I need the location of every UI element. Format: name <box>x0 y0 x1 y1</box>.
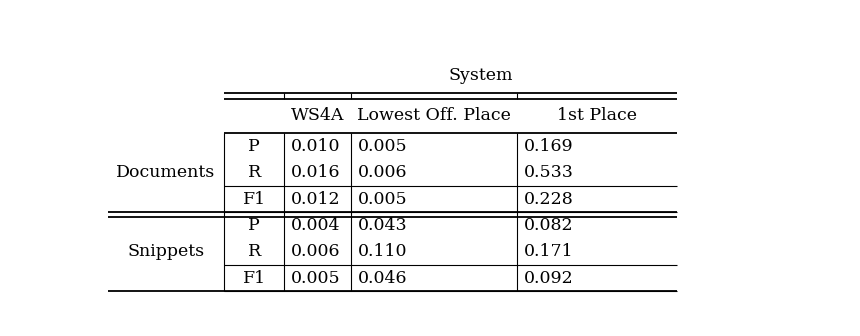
Text: 0.016: 0.016 <box>291 164 341 181</box>
Text: WS4A: WS4A <box>291 108 344 125</box>
Text: 0.169: 0.169 <box>524 138 574 155</box>
Text: 0.010: 0.010 <box>291 138 341 155</box>
Text: P: P <box>249 217 260 234</box>
Text: 0.006: 0.006 <box>358 164 407 181</box>
Text: 0.043: 0.043 <box>358 217 407 234</box>
Text: 0.046: 0.046 <box>358 269 407 287</box>
Text: 0.005: 0.005 <box>358 138 407 155</box>
Text: 1st Place: 1st Place <box>557 108 637 125</box>
Text: F1: F1 <box>243 191 266 208</box>
Text: 0.110: 0.110 <box>358 243 407 260</box>
Text: System: System <box>449 67 513 84</box>
Text: Documents: Documents <box>116 164 216 181</box>
Text: 0.228: 0.228 <box>524 191 574 208</box>
Text: 0.012: 0.012 <box>291 191 341 208</box>
Text: 0.006: 0.006 <box>291 243 341 260</box>
Text: 0.004: 0.004 <box>291 217 341 234</box>
Text: Snippets: Snippets <box>127 243 205 260</box>
Text: R: R <box>248 243 261 260</box>
Text: 0.005: 0.005 <box>358 191 407 208</box>
Text: F1: F1 <box>243 269 266 287</box>
Text: 0.533: 0.533 <box>524 164 574 181</box>
Text: 0.082: 0.082 <box>524 217 574 234</box>
Text: 0.092: 0.092 <box>524 269 574 287</box>
Text: P: P <box>249 138 260 155</box>
Text: 0.171: 0.171 <box>524 243 574 260</box>
Text: 0.005: 0.005 <box>291 269 341 287</box>
Text: Lowest Off. Place: Lowest Off. Place <box>357 108 511 125</box>
Text: R: R <box>248 164 261 181</box>
